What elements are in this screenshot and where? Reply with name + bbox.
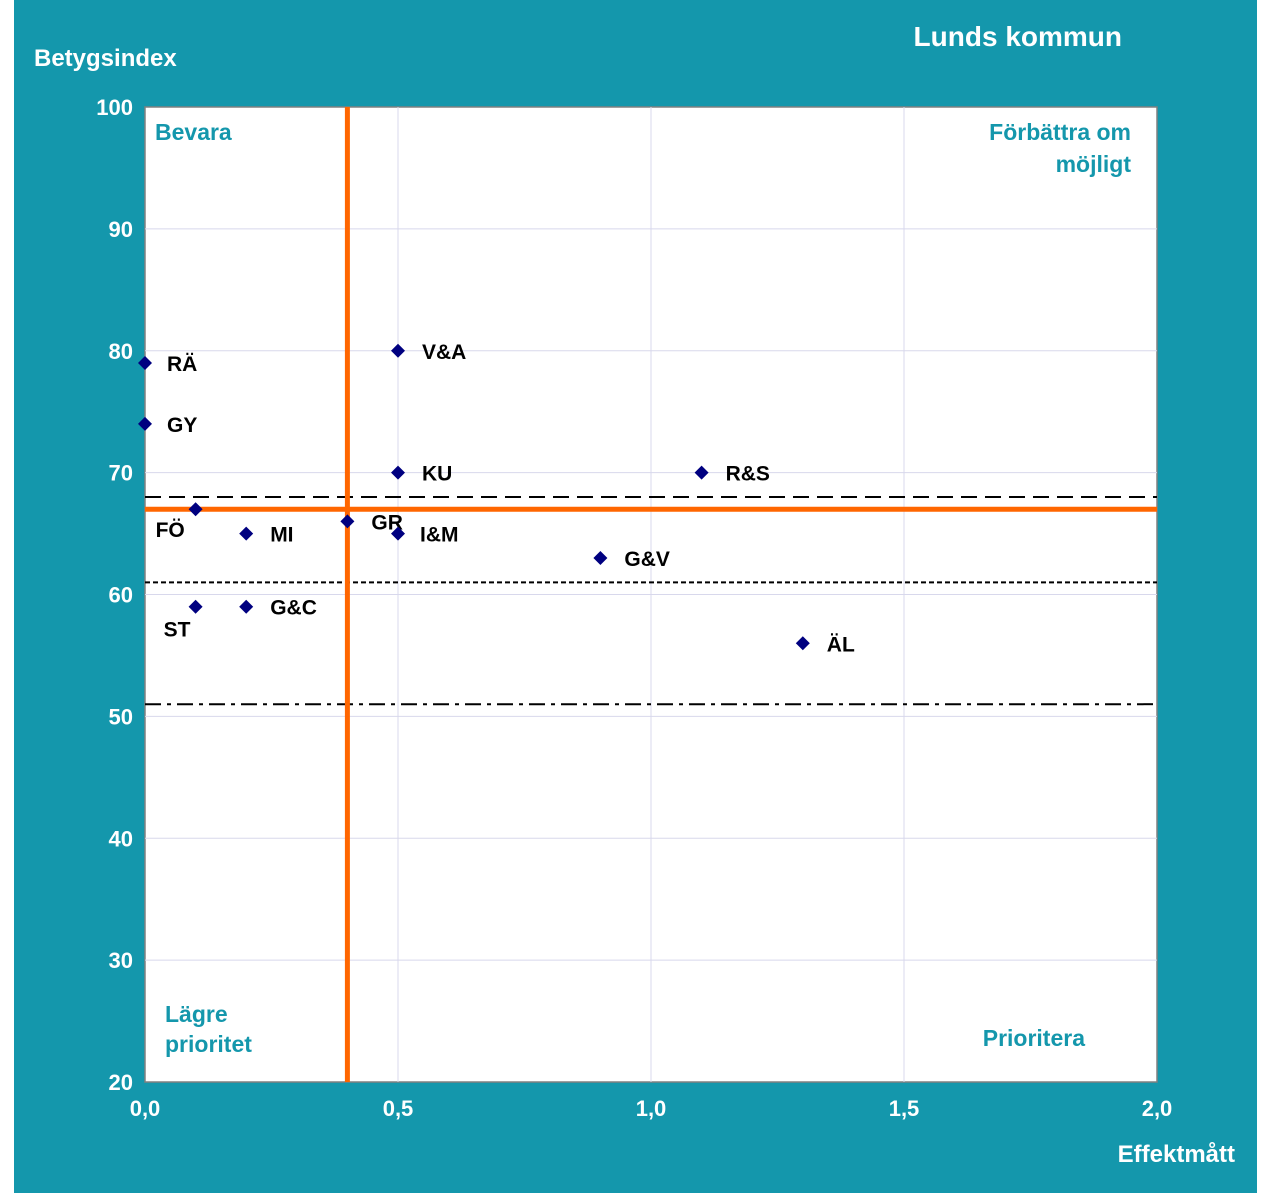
quadrant-label-bottom-right: Prioritera <box>983 1025 1085 1051</box>
y-tick-label: 90 <box>109 217 133 242</box>
data-point-label: ST <box>164 619 191 642</box>
x-tick-label: 1,0 <box>636 1096 667 1121</box>
scatter-chart: Lunds kommun Betygsindex Effektmått 20 30… <box>34 21 1235 1168</box>
data-point-label: G&C <box>270 597 317 620</box>
data-point-marker <box>795 636 810 651</box>
data-point-marker <box>391 526 405 541</box>
grid-lines <box>145 107 1157 1082</box>
data-point-label: GY <box>167 414 197 437</box>
reference-lines <box>145 107 1157 1082</box>
y-tick-label: 20 <box>109 1070 133 1095</box>
data-point-label: KU <box>422 463 452 486</box>
x-tick-label: 1,5 <box>889 1096 920 1121</box>
data-point-marker <box>188 599 203 614</box>
data-point-label: ÄL <box>827 633 855 656</box>
data-point-marker <box>593 550 608 565</box>
x-tick-label: 0,5 <box>383 1096 414 1121</box>
x-tick-label: 0,0 <box>130 1096 161 1121</box>
y-tick-label: 80 <box>109 339 133 364</box>
data-point-label: MI <box>270 524 293 547</box>
y-tick-label: 30 <box>109 948 133 973</box>
data-point-marker <box>391 465 405 480</box>
y-tick-label: 60 <box>109 583 133 608</box>
x-axis-label: Effektmått <box>1118 1141 1235 1168</box>
data-point-marker <box>138 355 152 370</box>
y-tick-label: 50 <box>109 704 133 729</box>
data-point-marker <box>239 526 254 541</box>
y-tick-label: 70 <box>109 461 133 486</box>
chart-frame: Lunds kommun Betygsindex Effektmått 20 30… <box>14 0 1257 1193</box>
data-point-label: G&V <box>624 548 670 571</box>
quadrant-label-bottom-left: Lägre <box>165 1001 228 1027</box>
quadrant-label-top-left: Bevara <box>155 119 232 145</box>
data-point-marker <box>694 465 709 480</box>
data-point-label: V&A <box>422 341 466 364</box>
data-point-marker <box>239 599 254 614</box>
y-tick-label: 100 <box>96 95 133 120</box>
quadrant-label-bottom-left: prioritet <box>165 1031 252 1057</box>
quadrant-label-top-right: möjligt <box>1056 151 1132 177</box>
data-point-marker <box>188 502 203 517</box>
data-point-label: GR <box>371 511 403 534</box>
y-axis-label: Betygsindex <box>34 45 177 72</box>
quadrant-label-top-right: Förbättra om <box>989 119 1131 145</box>
data-point-marker <box>138 416 152 431</box>
x-tick-label: 2,0 <box>1142 1096 1173 1121</box>
data-point-label: I&M <box>420 524 459 547</box>
data-point-marker <box>391 343 405 358</box>
data-points: RÄ GY V&A KU R&S FÖ GR MI I&M G&V ST G&C ÄL <box>138 341 855 656</box>
chart-title: Lunds kommun <box>914 21 1122 52</box>
data-point-label: FÖ <box>156 519 185 542</box>
axis-ticks: 20 30 40 50 60 70 80 90 100 0,0 0,5 1,0 1,5 2,0 <box>96 95 1172 1121</box>
data-point-marker <box>340 514 355 529</box>
data-point-label: R&S <box>726 463 770 486</box>
y-tick-label: 40 <box>109 826 133 851</box>
data-point-label: RÄ <box>167 353 197 376</box>
quadrant-labels: Bevara Förbättra om möjligt Lägre prioritet P… <box>155 119 1131 1057</box>
